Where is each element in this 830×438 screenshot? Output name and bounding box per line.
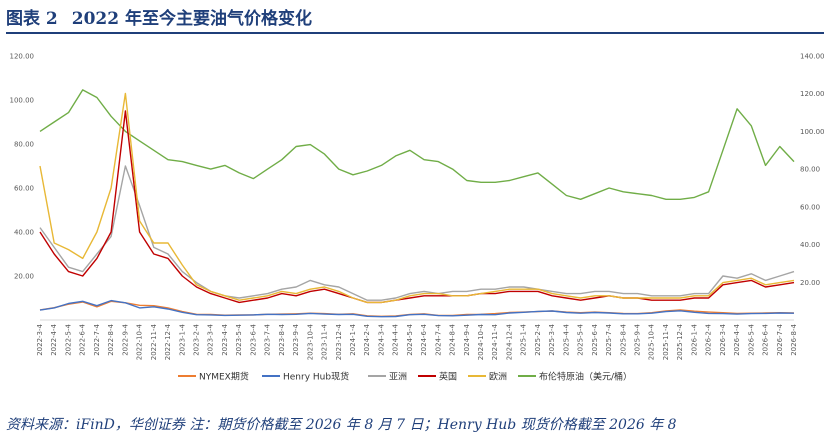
series-line (39, 110, 795, 304)
x-tick-label: 2023-9-4 (292, 323, 300, 355)
x-tick-label: 2024-1-4 (349, 323, 357, 355)
y-right-tick-label: 20.00 (800, 279, 820, 287)
x-tick-label: 2024-6-4 (420, 323, 428, 355)
x-tick-label: 2022-4-4 (50, 323, 58, 355)
legend-label: 布伦特原油（美元/桶） (539, 371, 632, 383)
x-tick-label: 2025-7-4 (605, 323, 613, 355)
x-tick-label: 2024-12-4 (505, 323, 513, 360)
x-tick-label: 2024-8-4 (449, 323, 457, 355)
title-rule (6, 32, 824, 34)
x-tick-label: 2022-10-4 (136, 323, 144, 360)
x-tick-label: 2022-11-4 (150, 323, 158, 360)
x-tick-label: 2026-1-4 (690, 323, 698, 355)
x-tick-label: 2024-2-4 (363, 323, 371, 355)
x-tick-label: 2025-11-4 (662, 323, 670, 360)
y-right-tick-label: 60.00 (800, 203, 820, 211)
chart-title: 图表 2 2022 年至今主要油气价格变化 (6, 4, 312, 29)
x-tick-label: 2023-6-4 (249, 323, 257, 355)
x-tick-label: 2024-7-4 (434, 323, 442, 355)
x-tick-label: 2023-7-4 (264, 323, 272, 355)
figure-title: 2022 年至今主要油气价格变化 (71, 9, 312, 29)
x-tick-label: 2026-6-4 (762, 323, 770, 355)
y-left-tick-label: 120.00 (10, 53, 35, 61)
y-left-tick-label: 20.00 (14, 273, 34, 281)
x-tick-label: 2025-5-4 (577, 323, 585, 355)
x-tick-label: 2023-10-4 (306, 323, 314, 360)
x-tick-label: 2022-8-4 (107, 323, 115, 355)
x-tick-label: 2023-8-4 (278, 323, 286, 355)
series-line (39, 89, 795, 201)
y-right-tick-label: 140.00 (800, 53, 825, 61)
series-line (39, 165, 795, 301)
x-tick-label: 2022-9-4 (121, 323, 129, 355)
legend-label: 欧洲 (489, 371, 507, 383)
series-line (39, 92, 795, 304)
x-tick-label: 2025-2-4 (534, 323, 542, 355)
x-tick-label: 2023-5-4 (235, 323, 243, 355)
x-tick-label: 2025-6-4 (591, 323, 599, 355)
legend-label: Henry Hub现货 (283, 371, 349, 383)
legend-label: NYMEX期货 (199, 371, 249, 383)
x-tick-label: 2025-9-4 (634, 323, 642, 355)
x-tick-label: 2024-10-4 (477, 323, 485, 360)
x-tick-label: 2025-8-4 (619, 323, 627, 355)
x-tick-label: 2025-10-4 (648, 323, 656, 360)
x-tick-label: 2024-5-4 (406, 323, 414, 355)
x-tick-label: 2026-5-4 (747, 323, 755, 355)
x-tick-label: 2022-5-4 (64, 323, 72, 355)
x-tick-label: 2024-4-4 (392, 323, 400, 355)
chart-svg: 20.00 40.00 60.00 80.00 100.00 120.00 20.00 40.… (10, 53, 825, 383)
y-right-tick-label: 120.00 (800, 90, 825, 98)
x-tick-label: 2023-4-4 (221, 323, 229, 355)
figure-number: 图表 2 (6, 9, 58, 29)
x-tick-label: 2023-1-4 (178, 323, 186, 355)
series-line (39, 299, 795, 318)
y-right-tick-label: 40.00 (800, 241, 820, 249)
y-left-tick-label: 40.00 (14, 229, 34, 237)
y-right-tick-label: 80.00 (800, 166, 820, 174)
x-tick-label: 2026-2-4 (705, 323, 713, 355)
x-tick-label: 2022-6-4 (79, 323, 87, 355)
legend-label: 亚洲 (389, 372, 407, 383)
x-tick-label: 2026-8-4 (790, 323, 798, 355)
x-tick-label: 2022-12-4 (164, 323, 172, 360)
y-left-tick-label: 80.00 (14, 141, 34, 149)
x-tick-label: 2026-4-4 (733, 323, 741, 355)
x-tick-label: 2025-3-4 (548, 323, 556, 355)
x-tick-label: 2023-2-4 (192, 323, 200, 355)
source-note: 资料来源：iFinD，华创证券 注：期货价格截至 2026 年 8 月 7 日；… (6, 417, 677, 433)
y-left-tick-label: 100.00 (10, 97, 35, 105)
x-tick-label: 2024-11-4 (491, 323, 499, 360)
y-right-tick-label: 100.00 (800, 128, 825, 136)
x-tick-label: 2026-7-4 (776, 323, 784, 355)
x-tick-label: 2023-12-4 (335, 323, 343, 360)
x-tick-label: 2025-4-4 (562, 323, 570, 355)
x-tick-label: 2025-12-4 (676, 323, 684, 360)
x-tick-label: 2024-3-4 (377, 323, 385, 355)
x-tick-label: 2023-11-4 (321, 323, 329, 360)
x-tick-label: 2023-3-4 (207, 323, 215, 355)
x-tick-label: 2025-1-4 (520, 323, 528, 355)
y-left-tick-label: 60.00 (14, 185, 34, 193)
x-tick-label: 2022-3-4 (36, 323, 44, 355)
x-tick-label: 2026-3-4 (719, 323, 727, 355)
x-tick-label: 2022-7-4 (93, 323, 101, 355)
x-tick-label: 2024-9-4 (463, 323, 471, 355)
legend-label: 英国 (439, 371, 457, 383)
